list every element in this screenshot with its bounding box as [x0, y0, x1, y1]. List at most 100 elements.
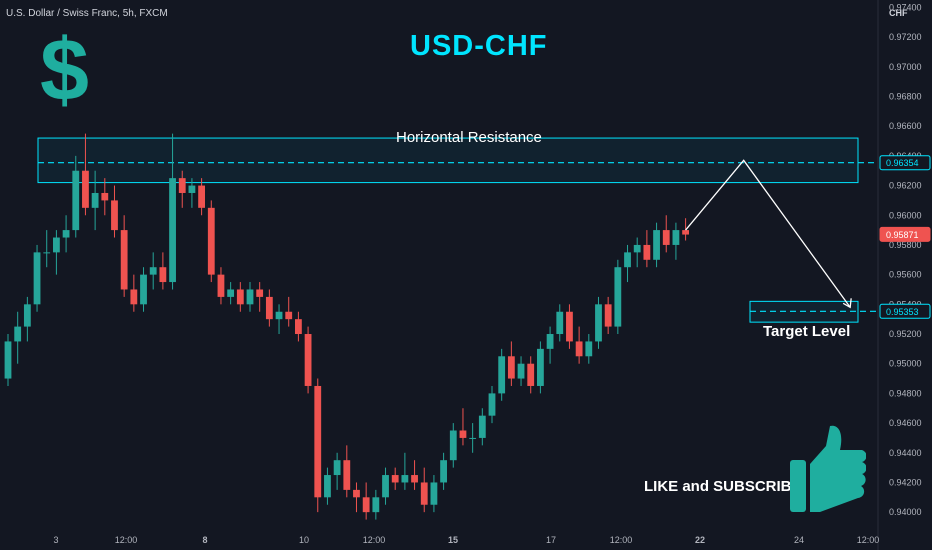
candle-body	[382, 475, 389, 498]
candle-body	[62, 230, 70, 238]
candle-body	[566, 311, 573, 342]
candle-body	[120, 230, 128, 290]
candle-body	[111, 200, 118, 231]
candle-body	[324, 475, 331, 498]
price-tag-label: 0.96354	[886, 158, 919, 168]
candle-body	[517, 363, 525, 379]
y-tick-label: 0.97000	[889, 62, 922, 72]
candle-body	[285, 311, 293, 320]
candle-body	[430, 482, 438, 505]
x-tick-label: 22	[695, 535, 705, 545]
candle-body	[72, 170, 80, 231]
x-tick-label: 3	[53, 535, 58, 545]
y-tick-label: 0.94200	[889, 477, 922, 487]
candle-body	[546, 334, 554, 349]
candle-body	[101, 192, 109, 201]
price-tag	[879, 226, 931, 242]
candle-body	[33, 252, 41, 305]
x-tick-label: 12:00	[610, 535, 633, 545]
candle-body	[478, 415, 486, 438]
candle-body	[314, 385, 322, 498]
candle-body	[643, 244, 651, 260]
y-tick-label: 0.96200	[889, 181, 922, 191]
candle-body	[411, 475, 418, 483]
candle-body	[91, 192, 99, 208]
y-tick-label: 0.94000	[889, 507, 922, 517]
y-tick-label: 0.94600	[889, 418, 922, 428]
y-tick-label: 0.95000	[889, 359, 922, 369]
candle-body	[401, 475, 409, 483]
candle-body	[614, 267, 622, 327]
projection-arrowhead	[842, 298, 852, 309]
resistance-label: Horizontal Resistance	[396, 129, 542, 146]
price-tag	[879, 303, 931, 319]
y-tick-label: 0.95200	[889, 329, 922, 339]
candle-body	[624, 252, 631, 268]
candle-body	[420, 482, 428, 505]
candle-body	[256, 289, 264, 297]
candle-body	[343, 460, 351, 490]
x-tick-label: 24	[794, 535, 804, 545]
y-tick-label: 0.97200	[889, 32, 922, 42]
candle-body	[169, 178, 176, 283]
candle-body	[43, 252, 51, 254]
candle-body	[207, 207, 215, 275]
x-tick-label: 10	[299, 535, 309, 545]
resistance-zone	[37, 137, 859, 184]
candle-body	[391, 475, 399, 483]
candle-body	[498, 356, 506, 394]
candle-body	[246, 289, 254, 305]
candle-body	[537, 348, 544, 386]
projection-path	[685, 159, 851, 308]
candle-body	[333, 460, 341, 476]
x-tick-label: 12:00	[857, 535, 880, 545]
currency-label: CHF	[889, 8, 908, 18]
y-tick-label: 0.96000	[889, 210, 922, 220]
candle-body	[604, 304, 612, 327]
candle-body	[469, 437, 477, 439]
candle-body	[672, 230, 680, 245]
candle-body	[149, 267, 157, 275]
candle-body	[14, 326, 22, 342]
candle-body	[159, 267, 167, 283]
candle-body	[82, 170, 89, 208]
candle-body	[633, 244, 641, 253]
target-label: Target Level	[763, 323, 851, 340]
candle-body	[304, 334, 312, 386]
x-tick-label: 8	[202, 535, 207, 545]
candle-body	[130, 289, 138, 305]
candle-body	[140, 274, 147, 305]
candle-body	[217, 274, 225, 297]
candle-body	[440, 460, 447, 483]
candle-body	[265, 296, 273, 320]
candle-body	[178, 178, 186, 193]
subscribe-cta: LIKE and SUBSCRIBE	[644, 478, 802, 495]
candle-body	[595, 304, 602, 342]
chart-title: USD-CHF	[410, 30, 548, 62]
candle-body	[362, 497, 370, 513]
candle-body	[23, 304, 31, 327]
candle-body	[488, 393, 496, 416]
candle-body	[4, 341, 12, 379]
candle-body	[682, 230, 689, 235]
x-tick-label: 17	[546, 535, 556, 545]
y-tick-label: 0.94400	[889, 448, 922, 458]
candle-body	[372, 497, 380, 513]
candle-body	[653, 230, 660, 260]
candle-body	[459, 430, 467, 438]
candle-body	[353, 489, 360, 498]
candle-body	[575, 341, 583, 357]
candle-body	[53, 237, 60, 253]
candle-body	[556, 311, 564, 335]
y-tick-label: 0.95600	[889, 270, 922, 280]
candle-body	[198, 185, 205, 208]
candle-body	[188, 185, 196, 193]
y-tick-label: 0.95800	[889, 240, 922, 250]
y-tick-label: 0.94800	[889, 388, 922, 398]
candle-body	[585, 341, 593, 357]
price-tag-label: 0.95353	[886, 307, 919, 317]
candle-body	[295, 319, 302, 335]
candle-body	[527, 363, 535, 386]
thumbs-up-icon	[790, 425, 866, 512]
